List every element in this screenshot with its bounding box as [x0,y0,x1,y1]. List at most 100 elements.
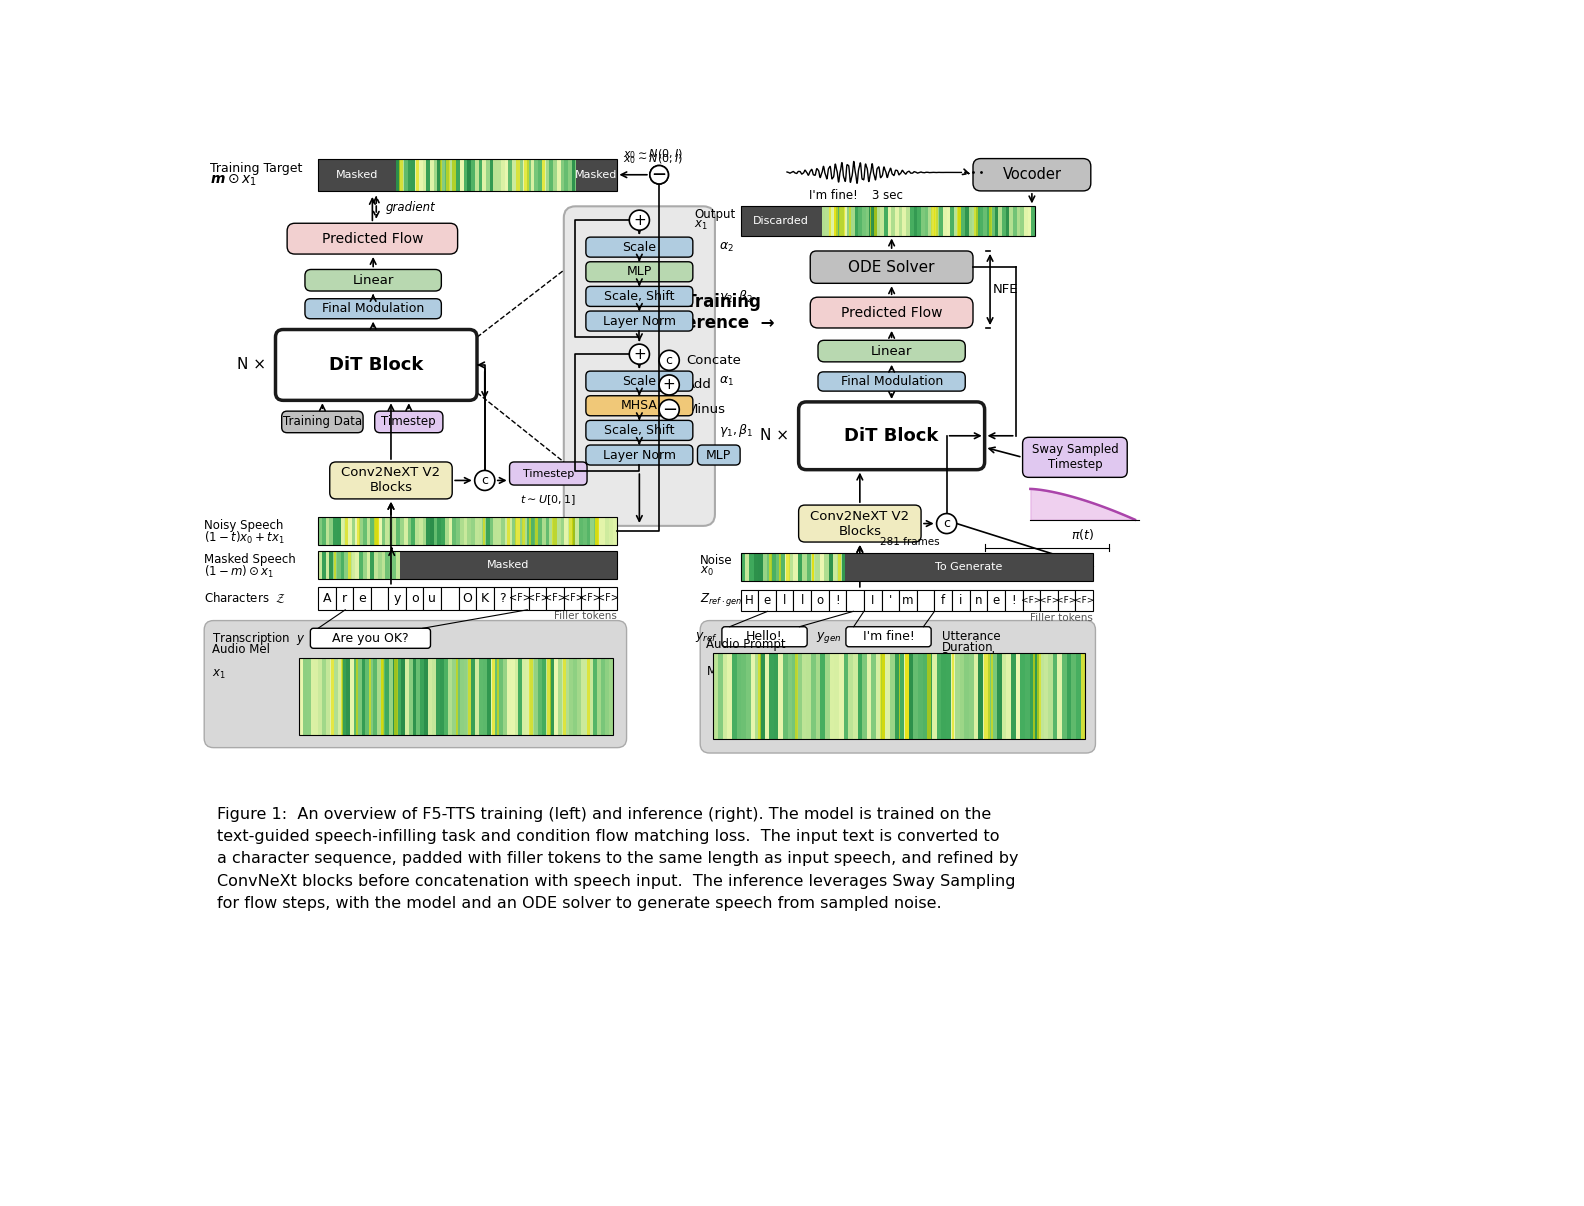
Bar [844,206,847,235]
Bar [833,206,836,235]
Bar [838,552,841,580]
Bar [318,158,616,191]
FancyBboxPatch shape [310,628,431,649]
Bar [534,551,539,579]
Bar [390,517,393,545]
Text: Audio Mel: Audio Mel [212,643,269,656]
Bar [553,517,558,545]
Bar [393,158,396,191]
Bar [1079,552,1082,580]
Bar [779,552,781,580]
Bar [337,158,341,191]
Bar [361,657,366,734]
Bar [855,552,860,580]
Bar [326,657,329,734]
Bar [984,652,988,739]
Bar [1076,652,1080,739]
Bar [591,551,594,579]
Bar [534,517,539,545]
Bar [486,158,489,191]
Bar [512,158,516,191]
Bar [453,551,456,579]
Bar [318,517,616,545]
Bar [1080,652,1085,739]
Bar [526,657,531,734]
Bar [795,652,798,739]
Bar [489,158,494,191]
Bar [429,551,434,579]
Bar [887,206,892,235]
Bar [318,517,616,545]
Bar [740,552,1093,580]
Bar [1039,552,1042,580]
Text: +: + [634,346,646,362]
Bar [1044,552,1049,580]
Bar [475,517,478,545]
Bar [952,652,954,739]
Bar [756,206,759,235]
Bar [356,657,358,734]
Circle shape [659,375,680,396]
Bar [1049,652,1053,739]
Bar [569,551,572,579]
Text: Add: Add [686,379,713,392]
Bar [847,652,852,739]
Circle shape [936,514,957,533]
Bar [456,158,459,191]
Bar [795,206,800,235]
Bar [942,206,947,235]
Bar [520,551,523,579]
Bar [344,551,348,579]
Bar [442,517,445,545]
Text: f: f [941,595,946,607]
Bar [802,652,806,739]
Bar [564,517,569,545]
Bar [600,551,602,579]
Bar [987,552,992,580]
Bar [569,517,573,545]
Bar [385,517,390,545]
Bar [828,552,833,580]
Bar [437,517,442,545]
Bar [401,657,404,734]
Bar [459,517,464,545]
Bar [480,657,483,734]
Text: e: e [358,592,366,604]
Bar [420,657,425,734]
Bar [613,158,616,191]
Bar [404,551,407,579]
Bar [835,652,840,739]
Bar [508,551,512,579]
Bar [459,551,464,579]
Bar [900,552,903,580]
Bar [874,206,878,235]
Bar [470,158,475,191]
Bar [1031,552,1036,580]
Bar [334,551,336,579]
Text: $\alpha_1$: $\alpha_1$ [719,375,733,387]
Text: r: r [342,592,347,604]
Bar [527,158,531,191]
Bar [558,657,562,734]
Bar [322,158,326,191]
Bar [394,657,398,734]
Bar [333,551,337,579]
Bar [996,652,1001,739]
Bar [507,517,510,545]
Bar [470,551,475,579]
Bar [577,657,581,734]
Bar [360,158,363,191]
Bar [1015,652,1020,739]
Text: $x_0\sim N(0,I)$: $x_0\sim N(0,I)$ [623,147,683,160]
Bar [885,552,890,580]
Bar [318,551,616,579]
Bar [984,552,987,580]
Bar [399,551,616,579]
Text: −: − [651,165,667,183]
Bar [979,552,984,580]
Text: A: A [323,592,331,604]
Bar [881,206,884,235]
Text: Mel  $x_{ref}$: Mel $x_{ref}$ [706,663,756,680]
Bar [847,206,851,235]
Bar [835,206,836,235]
